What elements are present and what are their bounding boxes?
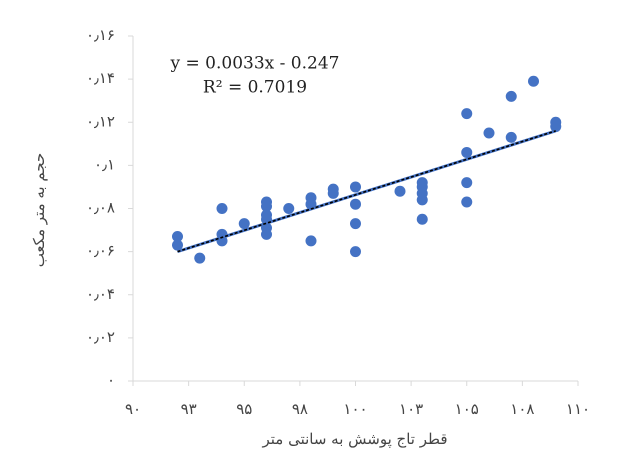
x-tick-label: ۱۱۰ (566, 400, 590, 418)
point (350, 218, 361, 230)
y-tick-label: ۰٫۰۴ (86, 285, 115, 303)
x-tick-label: ۱۰۸ (510, 400, 534, 418)
point (550, 121, 562, 133)
point (305, 235, 317, 247)
y-tick-label: ۰ (107, 371, 115, 389)
equation: y = 0.0033x - 0.247 (170, 54, 340, 74)
point (327, 187, 339, 199)
point (350, 181, 361, 193)
y-tick-label: ۰٫۱۴ (86, 69, 115, 87)
x-tick-label: ۹۳ (181, 400, 197, 418)
point (528, 75, 539, 87)
point (261, 200, 272, 212)
point (194, 252, 206, 264)
point (283, 203, 295, 214)
point (505, 131, 517, 143)
point (461, 196, 473, 208)
point (416, 213, 428, 225)
point (416, 194, 428, 206)
point (483, 127, 495, 139)
point (261, 228, 272, 240)
r-squared: R² = 0.7019 (203, 78, 307, 98)
point (505, 90, 517, 102)
trendline (177, 130, 556, 253)
x-tick-label: ۹۰ (125, 400, 141, 418)
point (350, 198, 361, 210)
point (216, 203, 228, 214)
x-tick-label: ۹۸ (292, 400, 308, 418)
point (394, 185, 406, 197)
point (238, 218, 250, 230)
point (172, 239, 183, 251)
x-tick-label: ۱۰۰ (343, 400, 367, 418)
x-tick-label: ۱۰۳ (399, 400, 423, 418)
y-tick-label: ۰٫۰۸ (86, 199, 115, 217)
x-axis-title: قطر تاج پوشش به سانتی متر (261, 430, 447, 448)
y-tick-label: ۰٫۱۶ (86, 26, 115, 44)
y-tick-label: ۰٫۱۲ (86, 112, 115, 130)
y-tick-label: ۰٫۰۲ (86, 328, 115, 346)
y-tick-label: ۰٫۱ (94, 155, 115, 173)
x-tick-label: ۱۰۵ (455, 400, 479, 418)
point (172, 231, 183, 243)
point (461, 108, 473, 120)
x-tick-label: ۹۵ (236, 400, 252, 418)
y-axis-title: حجم به متر مکعب (30, 153, 48, 268)
point (461, 146, 473, 158)
point (350, 246, 361, 258)
point (461, 177, 473, 189)
y-tick-label: ۰٫۰۶ (86, 242, 115, 260)
